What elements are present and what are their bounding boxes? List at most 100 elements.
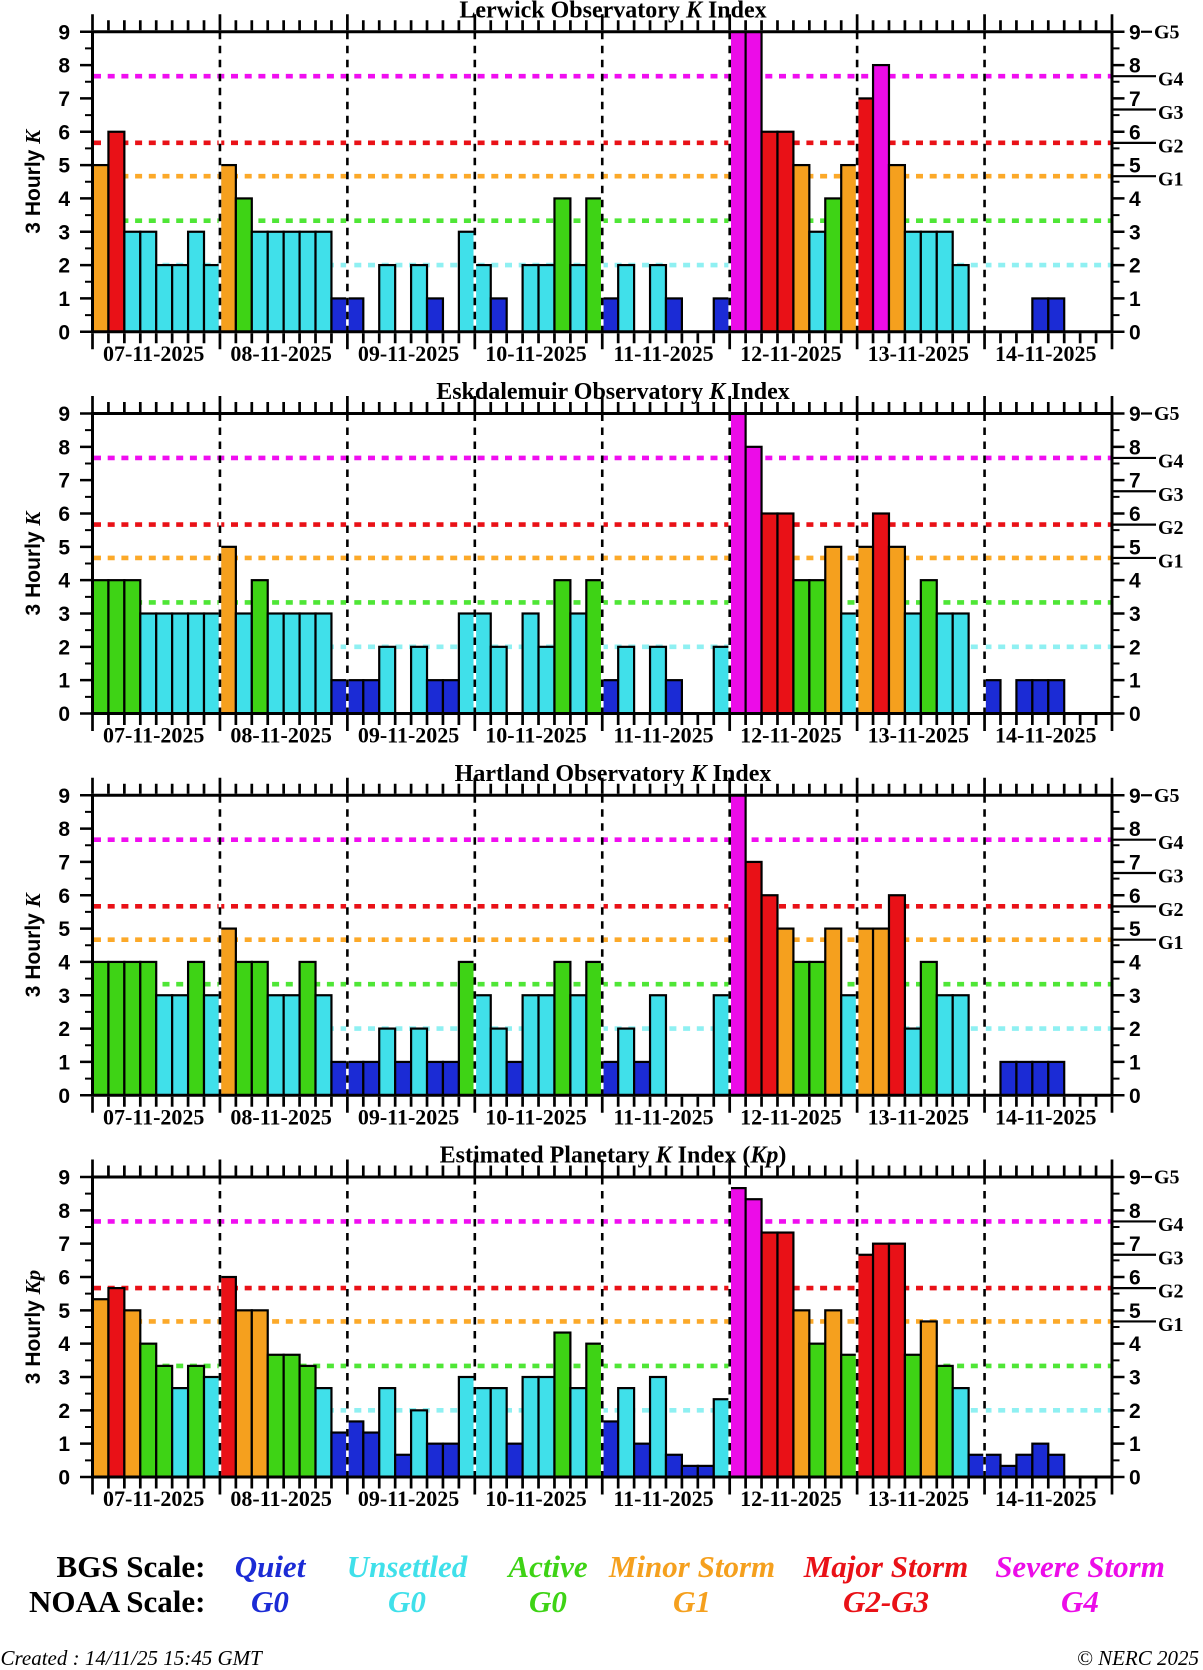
svg-text:G4: G4 — [1158, 832, 1184, 854]
svg-text:10-11-2025: 10-11-2025 — [485, 1104, 586, 1129]
svg-text:13-11-2025: 13-11-2025 — [868, 723, 969, 748]
svg-text:7: 7 — [58, 470, 70, 493]
svg-text:G2: G2 — [1158, 1281, 1184, 1303]
svg-text:9: 9 — [1129, 21, 1141, 44]
svg-text:4: 4 — [58, 188, 70, 211]
svg-text:Eskdalemuir Observatory K Inde: Eskdalemuir Observatory K Index — [436, 379, 790, 405]
svg-text:7: 7 — [58, 1233, 70, 1256]
svg-text:9: 9 — [58, 21, 70, 44]
svg-text:8: 8 — [1129, 818, 1141, 841]
svg-text:3 Hourly K: 3 Hourly K — [21, 128, 45, 234]
svg-text:3 Hourly Kp: 3 Hourly Kp — [21, 1270, 45, 1384]
svg-text:Severe Storm: Severe Storm — [995, 1549, 1165, 1584]
svg-text:8: 8 — [1129, 1200, 1141, 1223]
svg-text:7: 7 — [1129, 851, 1141, 874]
svg-text:3: 3 — [58, 221, 70, 244]
svg-text:11-11-2025: 11-11-2025 — [613, 1486, 713, 1511]
svg-text:7: 7 — [58, 851, 70, 874]
svg-text:5: 5 — [58, 1300, 70, 1323]
svg-text:Quiet: Quiet — [235, 1549, 307, 1584]
svg-text:6: 6 — [1129, 1267, 1141, 1290]
svg-text:2: 2 — [1129, 1400, 1141, 1423]
svg-text:3 Hourly K: 3 Hourly K — [21, 891, 45, 997]
svg-text:G4: G4 — [1158, 69, 1184, 91]
svg-text:9: 9 — [58, 403, 70, 426]
svg-text:G2-G3: G2-G3 — [843, 1584, 929, 1619]
svg-text:G4: G4 — [1158, 1214, 1184, 1236]
svg-text:4: 4 — [58, 1333, 70, 1356]
svg-text:11-11-2025: 11-11-2025 — [613, 723, 713, 748]
svg-text:5: 5 — [58, 155, 70, 178]
svg-text:09-11-2025: 09-11-2025 — [358, 723, 459, 748]
svg-text:14-11-2025: 14-11-2025 — [995, 723, 1096, 748]
svg-text:8: 8 — [58, 1200, 70, 1223]
svg-text:3: 3 — [1129, 985, 1141, 1008]
svg-text:G5: G5 — [1154, 785, 1180, 807]
svg-text:G2: G2 — [1158, 135, 1184, 157]
svg-text:G4: G4 — [1158, 450, 1184, 472]
svg-text:2: 2 — [1129, 255, 1141, 278]
svg-text:G1: G1 — [1158, 169, 1184, 191]
svg-text:G0: G0 — [529, 1584, 567, 1619]
svg-text:2: 2 — [58, 255, 70, 278]
svg-text:4: 4 — [58, 951, 70, 974]
svg-text:3: 3 — [1129, 221, 1141, 244]
svg-text:8: 8 — [58, 436, 70, 459]
svg-text:09-11-2025: 09-11-2025 — [358, 341, 459, 366]
svg-text:08-11-2025: 08-11-2025 — [230, 1486, 331, 1511]
svg-text:G1: G1 — [1158, 932, 1184, 954]
svg-text:Unsettled: Unsettled — [347, 1549, 468, 1584]
svg-text:5: 5 — [1129, 536, 1141, 559]
svg-text:9: 9 — [1129, 1167, 1141, 1190]
svg-text:Minor Storm: Minor Storm — [608, 1549, 775, 1584]
svg-text:12-11-2025: 12-11-2025 — [740, 341, 841, 366]
svg-text:12-11-2025: 12-11-2025 — [740, 1486, 841, 1511]
svg-text:Estimated Planetary K Index (K: Estimated Planetary K Index (Kp) — [440, 1143, 787, 1169]
svg-text:7: 7 — [1129, 88, 1141, 111]
svg-text:14-11-2025: 14-11-2025 — [995, 341, 1096, 366]
svg-text:G5: G5 — [1154, 21, 1180, 43]
svg-text:08-11-2025: 08-11-2025 — [230, 341, 331, 366]
svg-text:5: 5 — [1129, 1300, 1141, 1323]
svg-text:07-11-2025: 07-11-2025 — [103, 1104, 204, 1129]
svg-text:G0: G0 — [388, 1584, 426, 1619]
svg-text:G1: G1 — [1158, 550, 1184, 572]
svg-text:1: 1 — [58, 1433, 70, 1456]
svg-text:G3: G3 — [1158, 866, 1184, 888]
svg-text:6: 6 — [58, 503, 70, 526]
svg-text:0: 0 — [58, 1467, 70, 1490]
svg-text:G4: G4 — [1061, 1584, 1099, 1619]
svg-text:3 Hourly K: 3 Hourly K — [21, 510, 45, 616]
svg-text:5: 5 — [1129, 155, 1141, 178]
svg-text:08-11-2025: 08-11-2025 — [230, 723, 331, 748]
svg-text:© NERC 2025: © NERC 2025 — [1077, 1646, 1199, 1670]
svg-text:G2: G2 — [1158, 517, 1184, 539]
svg-text:2: 2 — [1129, 636, 1141, 659]
svg-text:5: 5 — [58, 536, 70, 559]
svg-text:9: 9 — [58, 1167, 70, 1190]
svg-text:G1: G1 — [1158, 1314, 1184, 1336]
svg-text:11-11-2025: 11-11-2025 — [613, 1104, 713, 1129]
svg-text:4: 4 — [1129, 951, 1141, 974]
svg-text:4: 4 — [58, 570, 70, 593]
svg-text:8: 8 — [1129, 55, 1141, 78]
svg-text:2: 2 — [1129, 1018, 1141, 1041]
svg-text:12-11-2025: 12-11-2025 — [740, 1104, 841, 1129]
svg-text:3: 3 — [58, 603, 70, 626]
svg-text:G5: G5 — [1154, 1167, 1180, 1189]
svg-text:10-11-2025: 10-11-2025 — [485, 723, 586, 748]
svg-text:1: 1 — [1129, 1051, 1141, 1074]
svg-text:13-11-2025: 13-11-2025 — [868, 341, 969, 366]
svg-text:5: 5 — [58, 918, 70, 941]
svg-text:G3: G3 — [1158, 102, 1184, 124]
svg-text:0: 0 — [1129, 1467, 1141, 1490]
svg-text:G0: G0 — [251, 1584, 289, 1619]
svg-text:G3: G3 — [1158, 484, 1184, 506]
svg-text:6: 6 — [1129, 503, 1141, 526]
svg-text:0: 0 — [1129, 1085, 1141, 1108]
svg-text:0: 0 — [58, 321, 70, 344]
svg-text:1: 1 — [1129, 1433, 1141, 1456]
svg-text:0: 0 — [1129, 703, 1141, 726]
svg-text:11-11-2025: 11-11-2025 — [613, 341, 713, 366]
svg-text:8: 8 — [58, 55, 70, 78]
